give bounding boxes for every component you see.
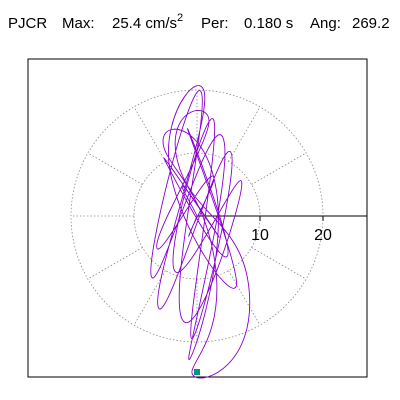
grid-spoke-8 bbox=[133, 270, 166, 326]
period-label: Per: bbox=[201, 15, 229, 32]
angle-value: 269.2 bbox=[352, 15, 390, 32]
max-value-text: 25.4 cm/s bbox=[112, 15, 178, 32]
tick-label-20: 20 bbox=[314, 227, 332, 244]
grid-spoke-10 bbox=[228, 270, 261, 326]
grid-spoke-5 bbox=[87, 152, 143, 185]
grid-spoke-11 bbox=[251, 247, 307, 280]
plot-frame bbox=[27, 58, 368, 378]
station-code: PJCR bbox=[8, 15, 48, 32]
max-value: 25.4 cm/s2 bbox=[112, 12, 184, 32]
grid-spoke-2 bbox=[228, 106, 261, 162]
max-unit-exponent: 2 bbox=[177, 12, 184, 24]
trace-group bbox=[150, 85, 251, 379]
radial-tick-labels: 10 20 bbox=[251, 227, 332, 244]
peak-marker bbox=[194, 369, 200, 375]
max-label: Max: bbox=[62, 15, 95, 32]
grid-spoke-1 bbox=[251, 152, 307, 185]
radial-axis bbox=[197, 215, 367, 221]
marker-group bbox=[194, 369, 200, 375]
grid-spoke-4 bbox=[133, 106, 166, 162]
angle-label: Ang: bbox=[310, 15, 341, 32]
trace-series-0 bbox=[150, 85, 251, 379]
period-value: 0.180 s bbox=[244, 15, 294, 32]
grid-spoke-7 bbox=[87, 247, 143, 280]
tick-label-10: 10 bbox=[251, 227, 269, 244]
